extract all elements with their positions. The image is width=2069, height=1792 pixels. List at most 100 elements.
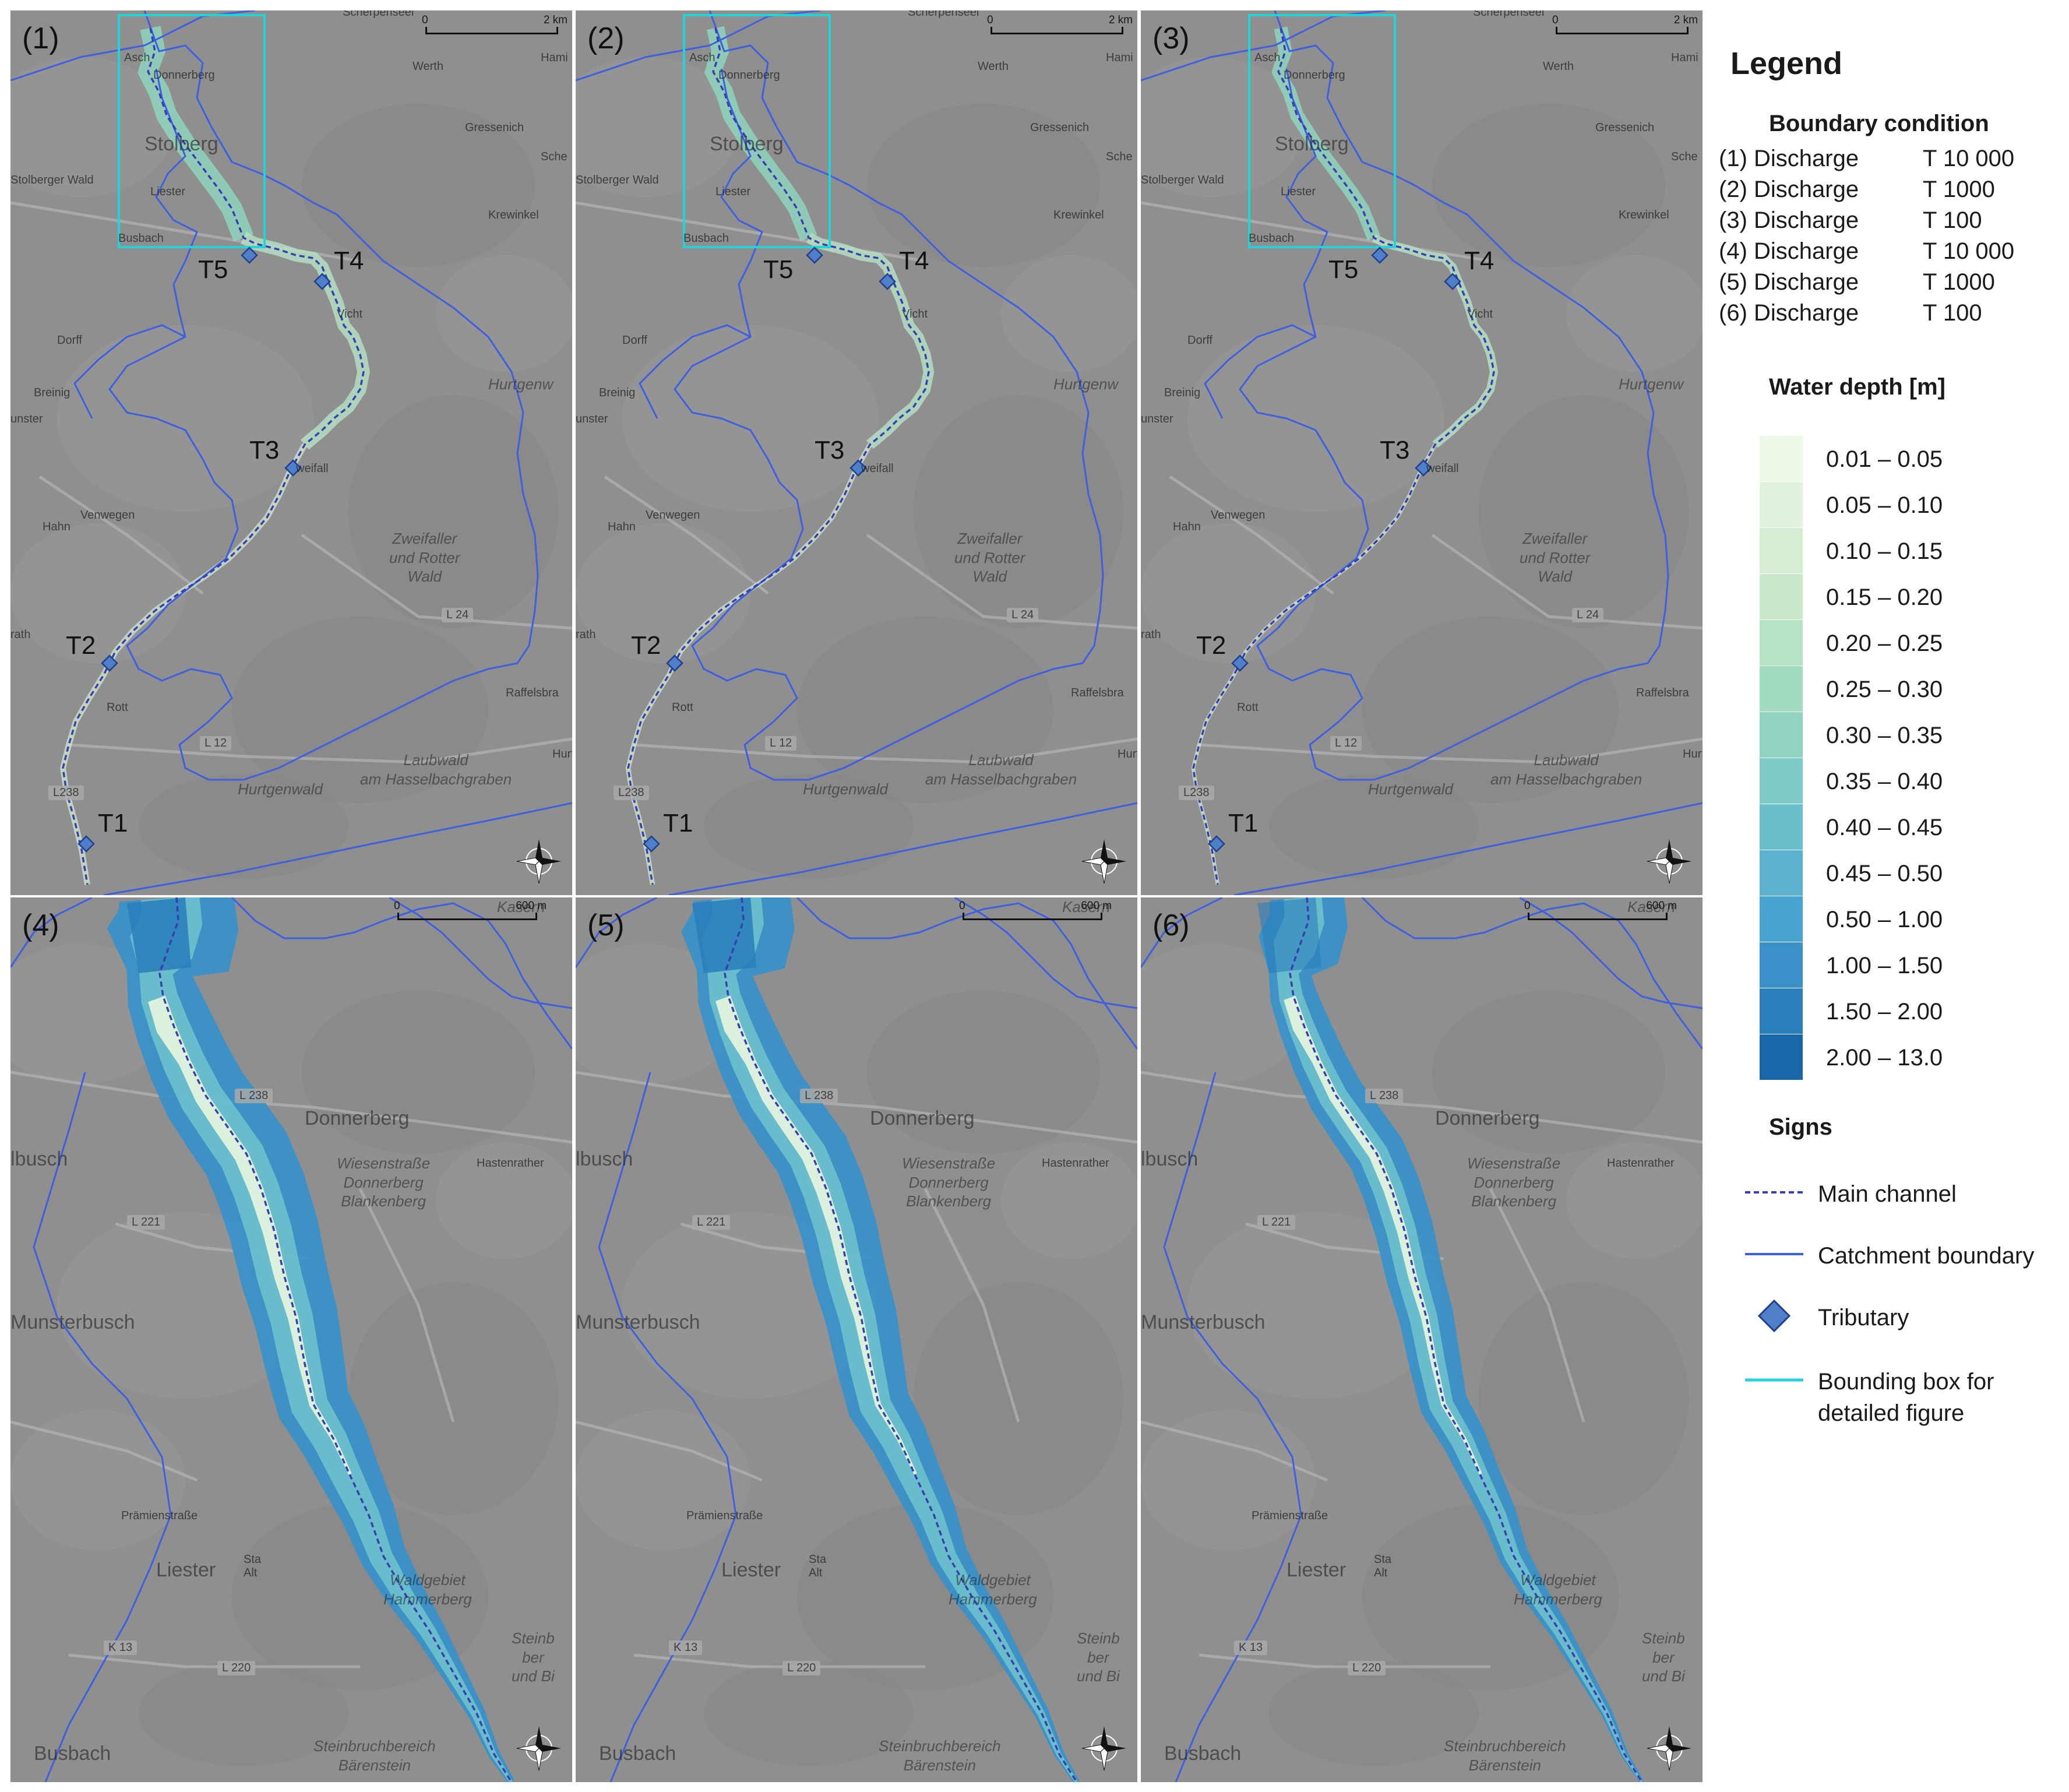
road-label-l221: L 221	[127, 1215, 165, 1230]
place-label-donnerberg: Donnerberg	[870, 1107, 975, 1129]
tributary-label-t4: T4	[1464, 247, 1495, 275]
depth-color-swatch	[1760, 712, 1803, 758]
depth-color-swatch	[1760, 574, 1803, 619]
road-label-l220: L 220	[217, 1661, 256, 1675]
terrain-patch	[302, 104, 535, 267]
catchment-line	[598, 1072, 737, 1782]
depth-color-swatch	[1760, 850, 1803, 896]
basemap-terrain	[576, 57, 1137, 879]
catchment-line	[796, 897, 1137, 1050]
catchment-line	[639, 324, 751, 419]
tributary-label-t1: T1	[98, 809, 128, 837]
scale-bar-zero: 0	[959, 900, 965, 912]
place-label-rath: rath	[10, 628, 31, 641]
tributary-marker-t2	[1231, 654, 1249, 672]
place-label-raffelsbrand: Raffelsbra	[506, 686, 559, 699]
return-period: T 1000	[1923, 269, 1995, 295]
boundary-condition-row: (2) Discharge T 1000	[1719, 177, 2068, 206]
panel-label: (1)	[22, 22, 59, 55]
road-label-k13: K 13	[1234, 1640, 1268, 1655]
place-label-rott: Rott	[672, 701, 693, 714]
catchment-line	[103, 802, 572, 895]
place-label-wiesenstrasse: Wiesenstraße Donnerberg Blankenberg	[902, 1154, 996, 1210]
place-label-stolberger-wald: Stolberger Wald	[1141, 174, 1224, 186]
scale-bar-zero: 0	[394, 900, 400, 912]
road-line	[866, 533, 1137, 630]
map-panel: Scherpenseel Asch Werth Hami Donnerberg Stolb…	[1141, 10, 1703, 895]
place-label-rath: rath	[576, 628, 596, 641]
tributary-label-t3: T3	[1380, 436, 1410, 464]
tributary-label-t2: T2	[1196, 631, 1226, 660]
place-label-stolberger-wald: Stolberger Wald	[10, 174, 94, 186]
depth-color-swatch	[1760, 988, 1803, 1034]
place-label-dorff: Dorff	[1187, 334, 1213, 347]
road-line	[576, 1420, 763, 1482]
place-label-altstadt: Sta Alt	[1374, 1553, 1392, 1579]
flood-extent	[107, 897, 514, 1782]
catchment-line	[668, 802, 1137, 895]
tributary-label-t5: T5	[1328, 255, 1359, 284]
place-label-rott: Rott	[1237, 701, 1259, 714]
place-label-donnerberg: Donnerberg	[305, 1107, 410, 1129]
main-channel	[627, 27, 930, 885]
place-label-waldgebiet: Waldgebiet Hammerberg	[949, 1571, 1037, 1608]
place-label-aachen: Asch	[124, 51, 150, 64]
place-label-donnerberg: Donnerberg	[1435, 1107, 1540, 1129]
boundary-condition-row: (6) Discharge T 100	[1719, 300, 2068, 329]
depth-color-swatch	[1760, 528, 1803, 573]
road-line	[633, 1653, 925, 1668]
catchment-line	[389, 897, 572, 1009]
place-label-venwegen: Venwegen	[1211, 509, 1266, 522]
road-label-l24: L 24	[1007, 608, 1039, 622]
boundary-condition-row: (1) Discharge T 10 000	[1719, 146, 2068, 175]
terrain-patch	[139, 774, 348, 879]
tributary-marker-t5	[1371, 247, 1388, 264]
return-period: T 1000	[1923, 177, 1995, 202]
road-label-l238: L238	[614, 786, 649, 800]
basemap-terrain	[10, 57, 572, 879]
scale-bar: 0 2 km	[987, 14, 1133, 42]
scale-bar-tick	[1528, 913, 1529, 920]
boundary-condition-label: (3) Discharge	[1719, 207, 1859, 233]
scale-bar-distance: 600 m	[1081, 900, 1112, 912]
scale-bar-tick	[535, 913, 537, 920]
place-label-steinbruch: Steinbruchbereich Bärenstein	[313, 1737, 436, 1774]
road-label-l238: L238	[1179, 786, 1214, 800]
boundary-condition-label: (6) Discharge	[1719, 300, 1859, 326]
place-label-werth: Werth	[978, 60, 1009, 73]
depth-color-swatch	[1760, 436, 1803, 481]
tributary-marker-t3	[1415, 459, 1432, 477]
road-label-l24: L 24	[442, 608, 474, 622]
tributary-marker-t2	[666, 654, 683, 672]
place-label-busbach: Busbach	[599, 1742, 676, 1765]
tributary-marker-t1	[1208, 835, 1225, 853]
terrain-patch	[576, 523, 750, 663]
place-label-albusch: lbusch	[10, 1148, 68, 1170]
water-depth-row: 0.45 – 0.50	[1760, 850, 2051, 896]
place-label-steinbruch: Steinbruchbereich Bärenstein	[1444, 1737, 1566, 1774]
main-channel	[158, 897, 513, 1782]
depth-color-swatch	[1760, 942, 1803, 988]
sign-label: Bounding box for detailed figure	[1818, 1369, 1994, 1426]
tributary-label-t5: T5	[763, 255, 794, 284]
boundary-condition-label: (1) Discharge	[1719, 146, 1859, 171]
depth-range-label: 1.50 – 2.00	[1826, 999, 1943, 1024]
place-label-liester: Liester	[156, 1559, 216, 1581]
basemap-roads	[1141, 201, 1703, 764]
place-label-dorff: Dorff	[622, 334, 647, 347]
terrain-patch	[867, 104, 1100, 267]
road-label-l221: L 221	[692, 1215, 731, 1230]
map-panel: Scherpenseel Asch Werth Hami Donnerberg Stolb…	[10, 10, 572, 895]
north-arrow-icon	[1081, 1726, 1126, 1771]
scale-bar-line	[963, 918, 1102, 920]
place-label-altstadt: Sta Alt	[244, 1553, 262, 1579]
catchment-line	[1163, 1072, 1302, 1782]
map-canvas	[10, 897, 572, 1782]
dashed-line-icon	[1745, 1191, 1803, 1194]
terrain-patch	[1269, 1661, 1479, 1766]
place-label-breinig: Breinig	[34, 386, 71, 399]
scale-bar-tick	[991, 27, 992, 34]
flood-area-shallow	[715, 995, 917, 1475]
place-label-raffelsbrand: Raffelsbra	[1071, 686, 1124, 699]
place-label-liester: Liester	[1281, 185, 1316, 198]
